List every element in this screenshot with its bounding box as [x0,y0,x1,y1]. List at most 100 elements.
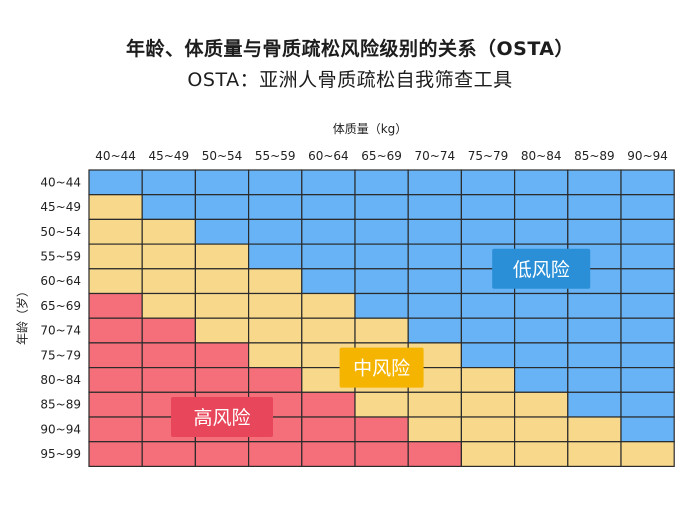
x-tick-label: 55~59 [255,149,296,163]
heatmap-cell-low [513,169,569,196]
heatmap-cell-low [567,342,622,369]
heatmap-cell-mid [354,317,409,344]
heatmap-cell-mid [248,342,303,369]
heatmap-cell-low [354,169,409,196]
heatmap-cell-low [407,292,463,319]
heatmap-cell-mid [194,243,250,270]
heatmap-cell-high [141,367,196,393]
x-tick-label: 65~69 [361,149,402,163]
heatmap-cell-low [407,243,463,270]
heatmap-cell-low [620,292,675,319]
heatmap-cell-mid [513,416,569,443]
heatmap-cell-high [88,292,143,319]
heatmap-cell-mid [301,292,356,319]
heatmap-cell-low [301,268,356,295]
heatmap-cell-low [354,268,409,295]
heatmap-cell-high [407,441,463,468]
heatmap-cell-mid [354,391,409,418]
heatmap-cell-low [567,292,622,319]
risk-label-mid-box [339,347,424,388]
heatmap-cell-high [88,391,143,418]
x-tick-label: 50~54 [202,149,243,163]
x-tick-label: 85~89 [574,149,615,163]
heatmap-cell-high [354,416,409,443]
heatmap-cell-low [620,218,675,245]
heatmap-cell-low [248,218,303,245]
heatmap-cell-low [354,194,409,220]
y-tick-label: 60~64 [40,274,81,288]
heatmap-cell-low [248,194,303,220]
heatmap-cell-mid [567,441,622,468]
heatmap-cell-low [513,317,569,344]
heatmap-cell-low [460,169,516,196]
heatmap-cell-high [301,391,356,418]
y-tick-label: 65~69 [40,299,81,313]
y-tick-label: 45~49 [40,200,81,214]
heatmap-cell-mid [88,194,143,220]
heatmap-cell-mid [88,268,143,295]
heatmap-cell-low [194,169,250,196]
heatmap-cell-high [301,441,356,468]
heatmap-cell-mid [460,441,516,468]
y-tick-label: 55~59 [40,249,81,263]
y-tick-label: 90~94 [40,422,81,436]
heatmap-cell-low [620,194,675,220]
heatmap-cell-low [194,218,250,245]
heatmap-cell-low [407,268,463,295]
heatmap-cell-mid [567,416,622,443]
heatmap-cell-low [88,169,143,196]
heatmap-cell-low [620,169,675,196]
heatmap-cell-low [248,169,303,196]
heatmap-cell-low [141,194,196,220]
heatmap-cell-mid [301,317,356,344]
heatmap-cell-low [567,194,622,220]
heatmap-cell-mid [248,268,303,295]
heatmap-cell-low [407,218,463,245]
heatmap-cell-high [301,416,356,443]
heatmap-cell-mid [141,292,196,319]
heatmap-cell-low [194,194,250,220]
x-tick-label: 45~49 [149,149,190,163]
heatmap-cell-mid [88,218,143,245]
heatmap-cell-low [513,342,569,369]
heatmap-cell-high [141,317,196,344]
heatmap-cell-high [88,342,143,369]
heatmap-cell-mid [460,416,516,443]
risk-label-high: 高风险 [193,407,250,429]
heatmap-cell-low [354,218,409,245]
heatmap-cell-low [567,169,622,196]
heatmap-cell-low [513,218,569,245]
heatmap-cell-low [248,243,303,270]
heatmap-cell-high [354,441,409,468]
heatmap-cell-mid [407,416,463,443]
heatmap-cell-low [620,416,675,443]
heatmap-cell-high [141,342,196,369]
y-tick-label: 95~99 [40,447,81,461]
risk-label-low: 低风险 [513,259,570,281]
heatmap-cell-mid [513,441,569,468]
heatmap-cell-high [88,317,143,344]
heatmap-cell-high [141,441,196,468]
risk-label-mid: 中风险 [353,358,410,380]
heatmap-cell-high [194,441,250,468]
heatmap-cell-mid [460,391,516,418]
heatmap-cell-high [88,367,143,393]
heatmap-cell-low [620,391,675,418]
x-tick-label: 80~84 [521,149,562,163]
heatmap-cell-low [620,317,675,344]
heatmap-cell-low [620,268,675,295]
x-tick-label: 60~64 [308,149,349,163]
heatmap-cell-low [620,342,675,369]
heatmap-cell-high [194,367,250,393]
heatmap-cell-mid [141,268,196,295]
heatmap-cell-high [194,342,250,369]
heatmap-cell-low [460,317,516,344]
x-tick-label: 70~74 [415,149,456,163]
y-tick-label: 85~89 [40,398,81,412]
y-tick-label: 80~84 [40,373,81,387]
heatmap-cell-low [513,194,569,220]
heatmap-cell-low [567,367,622,393]
x-tick-label: 90~94 [627,149,668,163]
heatmap-cell-mid [88,243,143,270]
